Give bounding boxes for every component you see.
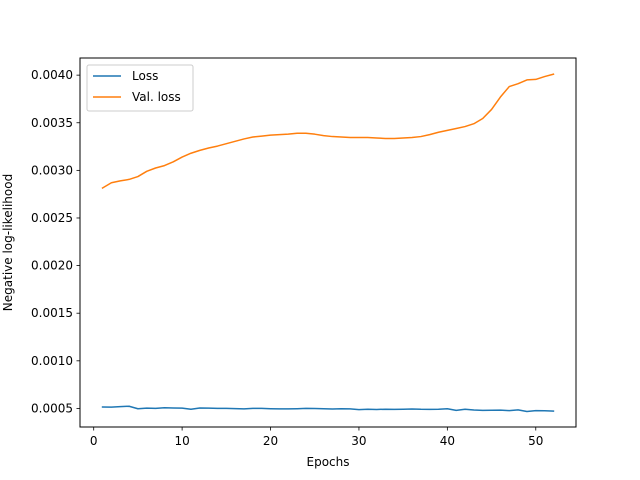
y-axis-label: Negative log-likelihood: [1, 174, 15, 311]
x-axis-label: Epochs: [307, 455, 350, 469]
legend-label-loss: Loss: [132, 69, 158, 83]
x-tick-label: 40: [440, 434, 455, 448]
y-tick-label: 0.0015: [31, 306, 73, 320]
series-line-val-loss: [101, 73, 555, 190]
y-tick-label: 0.0040: [31, 68, 73, 82]
x-tick-label: 50: [528, 434, 543, 448]
x-axis-ticks: 0 10 20 30 40 50: [90, 427, 543, 448]
y-tick-label: 0.0020: [31, 259, 73, 273]
axes-background: [80, 58, 576, 427]
y-tick-label: 0.0030: [31, 163, 73, 177]
legend-label-val-loss: Val. loss: [132, 90, 181, 104]
y-tick-label: 0.0005: [31, 401, 73, 415]
y-tick-label: 0.0035: [31, 116, 73, 130]
legend: Loss Val. loss: [86, 64, 194, 112]
x-tick-label: 30: [351, 434, 366, 448]
series-layer: [101, 73, 555, 413]
axes-frame: [79, 57, 577, 428]
series-line-loss: [101, 405, 555, 413]
y-axis-ticks: 0.0005 0.0010 0.0015 0.0020 0.0025 0.0030 0.00…: [31, 68, 80, 415]
plot-area: [79, 57, 577, 428]
x-tick-label: 10: [174, 434, 189, 448]
x-tick-label: 20: [263, 434, 278, 448]
x-tick-label: 0: [90, 434, 98, 448]
y-tick-label: 0.0025: [31, 211, 73, 225]
y-tick-label: 0.0010: [31, 354, 73, 368]
